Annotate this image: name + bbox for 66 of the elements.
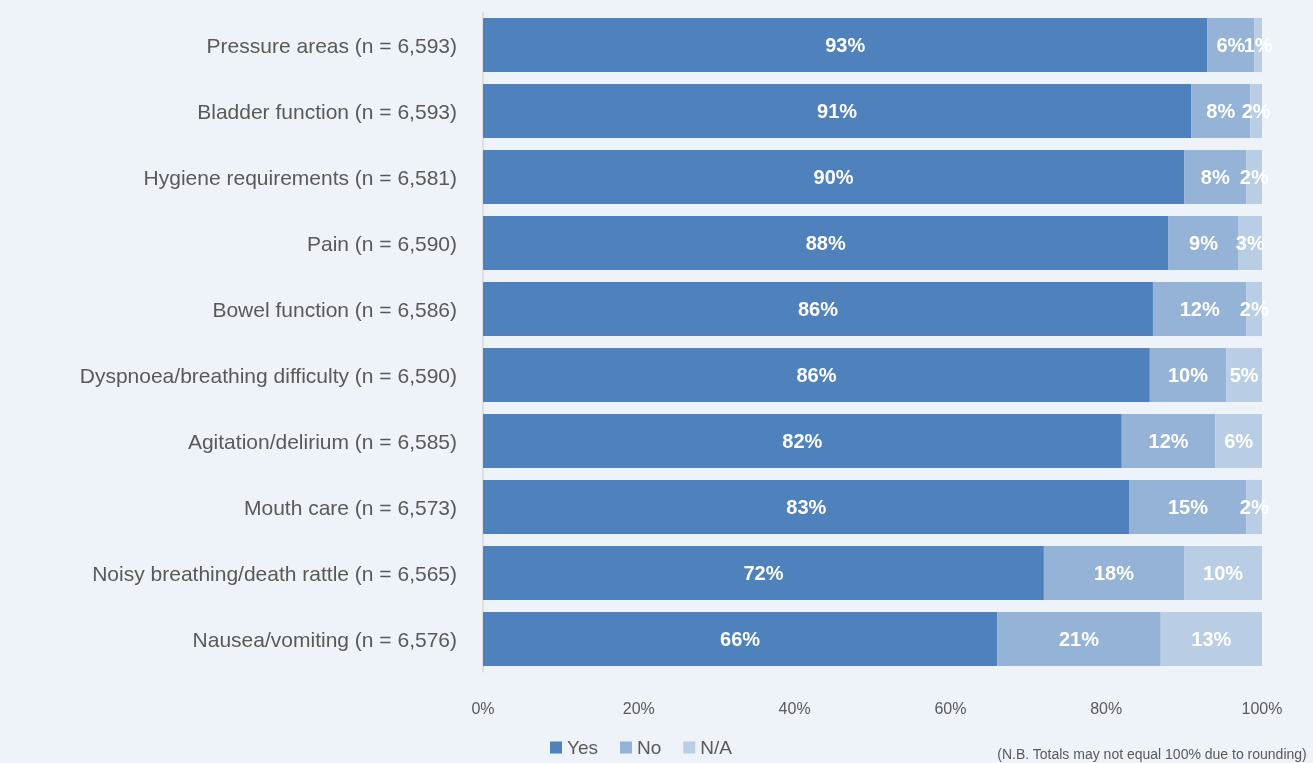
text: (N.B. Totals may not equal 100% due to rounding)	[997, 746, 1307, 762]
y-tick-label: Agitation/delirium (n = 6,585)	[187, 429, 457, 453]
data-label: 82%	[782, 430, 823, 452]
data-label: 86%	[796, 364, 837, 386]
data-label: 2%	[1239, 166, 1269, 188]
data-label: 9%	[1189, 232, 1219, 254]
bar	[483, 545, 1044, 601]
y-tick-label: Nausea/vomiting (n = 6,576)	[192, 627, 457, 651]
data-label: 93%	[825, 34, 866, 56]
data-label: 8%	[1206, 100, 1236, 122]
data-label: 2%	[1239, 496, 1269, 518]
data-label: 12%	[1179, 298, 1220, 320]
data-label: 5%	[1229, 364, 1259, 386]
bar	[483, 479, 1130, 535]
data-label: 15%	[1167, 496, 1209, 518]
x-tick-label: 80%	[1090, 699, 1123, 717]
data-label: 2%	[1241, 100, 1271, 122]
bar	[1149, 347, 1227, 403]
y-tick-label: Bladder function (n = 6,593)	[197, 99, 457, 123]
y-tick-label: Pain (n = 6,590)	[306, 231, 457, 255]
x-tick-label: 40%	[778, 699, 811, 717]
bar	[1121, 413, 1216, 469]
bar	[483, 215, 1169, 271]
data-label: 86%	[797, 298, 839, 320]
data-label: 13%	[1191, 628, 1232, 650]
x-tick-label: 100%	[1241, 699, 1283, 717]
bar	[1215, 413, 1262, 469]
data-label: 88%	[805, 232, 846, 254]
y-tick-label: Noisy breathing/death rattle (n = 6,565)	[92, 561, 457, 585]
data-label: 91%	[817, 100, 858, 122]
data-label: 83%	[786, 496, 827, 518]
data-label: 66%	[720, 628, 761, 650]
bar	[483, 611, 998, 667]
bar	[483, 347, 1150, 403]
data-label: 2%	[1239, 298, 1269, 320]
bar	[483, 413, 1122, 469]
bar	[483, 17, 1208, 73]
data-label: 8%	[1200, 166, 1230, 188]
data-label: 10%	[1203, 562, 1244, 584]
legend-label: Yes	[567, 737, 598, 758]
bar	[1043, 545, 1185, 601]
legend-label: No	[637, 737, 662, 758]
y-tick-label: Dyspnoea/breathing difficulty (n = 6,590)	[79, 363, 457, 387]
data-label: 18%	[1093, 562, 1135, 584]
bar	[483, 83, 1192, 139]
data-label: 12%	[1148, 430, 1189, 452]
bar	[1160, 611, 1262, 667]
data-label: 6%	[1216, 34, 1246, 56]
bar	[483, 281, 1153, 337]
y-tick-label: Bowel function (n = 6,586)	[212, 297, 457, 321]
data-label: 90%	[813, 166, 854, 188]
data-label: 10%	[1167, 364, 1209, 386]
data-label: 72%	[743, 562, 784, 584]
bar	[1184, 545, 1262, 601]
y-tick-label: Hygiene requirements (n = 6,581)	[143, 165, 457, 189]
y-tick-label: Mouth care (n = 6,573)	[243, 495, 457, 519]
x-tick-label: 20%	[622, 699, 655, 717]
data-label: 21%	[1058, 628, 1100, 650]
bar	[997, 611, 1161, 667]
data-label: 3%	[1235, 232, 1265, 254]
legend-label: N/A	[700, 737, 733, 758]
x-tick-label: 60%	[934, 699, 967, 717]
data-label: 6%	[1224, 430, 1254, 452]
y-tick-label: Pressure areas (n = 6,593)	[206, 33, 457, 57]
bar	[483, 149, 1185, 205]
x-tick-label: 0%	[471, 699, 495, 717]
